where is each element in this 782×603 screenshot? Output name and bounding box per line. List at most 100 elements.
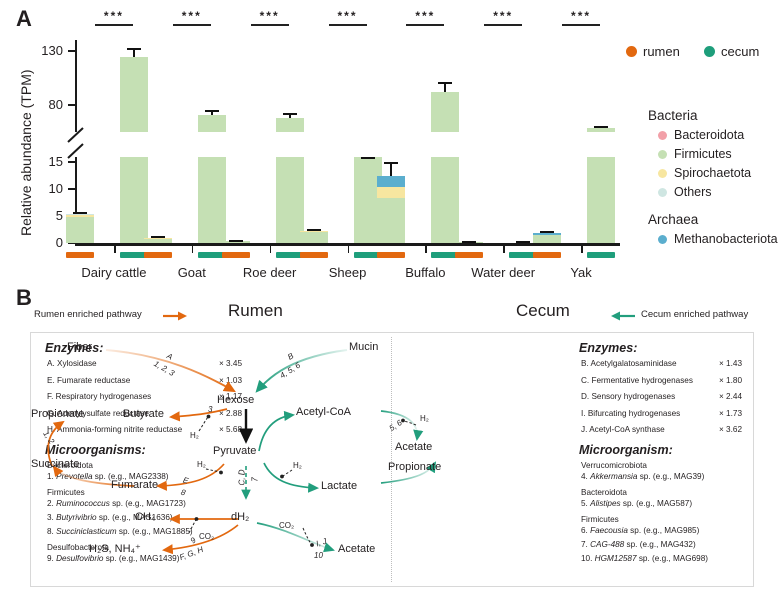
left-microorganisms-heading: Microorganisms: bbox=[45, 443, 146, 457]
node-butyrate: Butyrate bbox=[123, 408, 164, 420]
error-bar bbox=[444, 82, 447, 92]
significance-asterisks: *** bbox=[493, 9, 514, 23]
bar-segment-firmicutes bbox=[299, 232, 328, 243]
bar-segment-others bbox=[65, 213, 94, 215]
y-tick-label: 5 bbox=[55, 208, 63, 224]
error-bar-cap bbox=[228, 239, 243, 242]
legend-dot-bacteroidota bbox=[658, 131, 667, 140]
node-fumarate: Fumarate bbox=[111, 479, 159, 491]
legend-dot-spirochaetota bbox=[658, 169, 667, 178]
enzyme-fold-change: × 1.03 bbox=[219, 375, 242, 385]
legend-dot-cecum bbox=[704, 46, 715, 57]
significance-asterisks: *** bbox=[571, 9, 592, 23]
microorganism-item: 6. Faecousia sp. (e.g., MAG985) bbox=[581, 526, 700, 535]
node-ch4: CH₄ bbox=[135, 511, 156, 523]
sample-bar-cecum bbox=[275, 252, 304, 258]
bar-segment-firmicutes bbox=[143, 238, 172, 243]
error-bar-cap bbox=[282, 112, 297, 115]
error-bar-cap bbox=[540, 230, 555, 233]
significance-line bbox=[172, 24, 211, 26]
microorganism-item: 7. CAG-488 sp. (e.g., MAG432) bbox=[581, 540, 696, 549]
legend-label-rumen: rumen bbox=[643, 44, 680, 59]
enzyme-fold-change: × 1.80 bbox=[719, 375, 742, 385]
rumen-cecum-divider bbox=[391, 337, 392, 582]
error-bar-cap bbox=[72, 212, 87, 215]
y-tick bbox=[68, 242, 75, 244]
node-succinate: Succinate bbox=[31, 458, 80, 470]
error-bar-cap bbox=[150, 236, 165, 238]
bar-cecum-upper bbox=[197, 114, 226, 132]
x-group-label: Sheep bbox=[328, 265, 367, 280]
error-bar-cap bbox=[306, 228, 321, 231]
node-acetate-right: Acetate bbox=[395, 441, 433, 453]
pathway-box: Enzymes: A. Xylosidase × 3.45 E. Fumarate … bbox=[30, 332, 754, 587]
bar-segment-firmicutes bbox=[431, 157, 460, 243]
node-mucin: Mucin bbox=[349, 341, 379, 353]
enzyme-fold-change: × 1.43 bbox=[719, 359, 742, 368]
rumen-pathway-note: Rumen enriched pathway bbox=[34, 309, 142, 320]
sample-bar-cecum bbox=[119, 252, 148, 258]
error-bar bbox=[210, 110, 213, 115]
y-tick bbox=[68, 49, 75, 52]
microorganism-item: 2. Ruminococcus sp. (e.g., MAG1723) bbox=[47, 499, 186, 508]
bar-chart-plot: 0 5 10 15 80 130 Dairy cattle Goat Roe deer Shee… bbox=[41, 10, 620, 280]
sample-bar-rumen bbox=[377, 252, 406, 258]
bar-cecum bbox=[353, 157, 382, 243]
panel-b-label: B bbox=[16, 285, 32, 310]
error-bar-cap bbox=[384, 161, 399, 164]
cofactor-h2-fumarate: H₂ bbox=[197, 460, 206, 469]
x-tick bbox=[425, 245, 427, 253]
significance-line bbox=[328, 24, 367, 26]
enzyme-fold-change: × 2.88 bbox=[219, 408, 242, 418]
sample-bar-rumen bbox=[143, 252, 172, 258]
bar-segment-firmicutes bbox=[221, 240, 250, 243]
bar-rumen bbox=[65, 213, 94, 243]
microorganism-item: 9. Desulfovibrio sp. (e.g., MAG1439) bbox=[47, 554, 180, 563]
enzyme-name: I. Bifurcating hydrogenases bbox=[581, 408, 681, 418]
edge-num-dh2: 7 bbox=[250, 477, 260, 482]
y-tick-label: 80 bbox=[48, 96, 63, 112]
panel-a: A Relative abundance (TPM) 0 5 10 15 80 130 D… bbox=[0, 0, 782, 285]
cecum-pathway-note: Cecum enriched pathway bbox=[641, 309, 749, 320]
node-lactate: Lactate bbox=[321, 480, 358, 492]
sample-bar-cecum bbox=[431, 252, 460, 258]
rumen-arrow-icon bbox=[163, 311, 187, 321]
significance-asterisks: *** bbox=[415, 9, 436, 23]
bar-segment-firmicutes bbox=[533, 235, 562, 243]
sample-bar-cecum bbox=[197, 252, 226, 258]
cofactor-h2-acetate: H₂ bbox=[420, 414, 429, 423]
y-axis-upper-spine bbox=[75, 40, 77, 132]
axis-break-marks bbox=[67, 127, 84, 159]
x-tick bbox=[503, 245, 505, 253]
edge-label-cd: C, D bbox=[237, 469, 247, 486]
error-bar-cap bbox=[438, 82, 453, 85]
edge-num-butyrate: 3 bbox=[208, 405, 213, 414]
y-tick-label: 10 bbox=[48, 181, 63, 197]
x-tick bbox=[269, 245, 272, 253]
bar-segment-spirochaetota bbox=[299, 230, 328, 233]
legend-label-firmicutes: Firmicutes bbox=[674, 147, 732, 161]
bar-cecum-upper bbox=[587, 127, 616, 132]
bar-cecum bbox=[197, 157, 226, 243]
error-bar-cap bbox=[204, 110, 219, 113]
node-fiber: Fiber bbox=[67, 341, 93, 353]
node-acetyl-coa: Acetyl-CoA bbox=[296, 406, 352, 418]
bar-segment-firmicutes bbox=[587, 157, 616, 243]
microorganism-item: 10. HGM12587 sp. (e.g., MAG698) bbox=[581, 554, 708, 563]
y-tick-label: 0 bbox=[55, 235, 63, 250]
bar-segment-firmicutes bbox=[197, 157, 226, 243]
y-axis-lower-spine bbox=[75, 157, 77, 245]
sample-legend: rumen cecum bbox=[626, 42, 782, 62]
pathway-arrows bbox=[47, 349, 437, 555]
panel-b: B Rumen enriched pathway Rumen Cecum Cec… bbox=[0, 285, 782, 603]
edge-num-acetate: 10 bbox=[314, 551, 323, 560]
cofactor-co2-acetate: CO₂ bbox=[279, 521, 295, 530]
node-acetate-bottom: Acetate bbox=[338, 543, 376, 555]
x-group-label: Roe deer bbox=[242, 265, 297, 280]
significance-line bbox=[250, 24, 289, 26]
error-bar-cap bbox=[126, 47, 141, 50]
bar-cecum-upper bbox=[275, 117, 304, 132]
bar-cecum bbox=[275, 157, 304, 243]
enzyme-name: A. Xylosidase bbox=[47, 359, 97, 368]
microorganism-phylum: Verrucomicrobiota bbox=[581, 461, 647, 470]
